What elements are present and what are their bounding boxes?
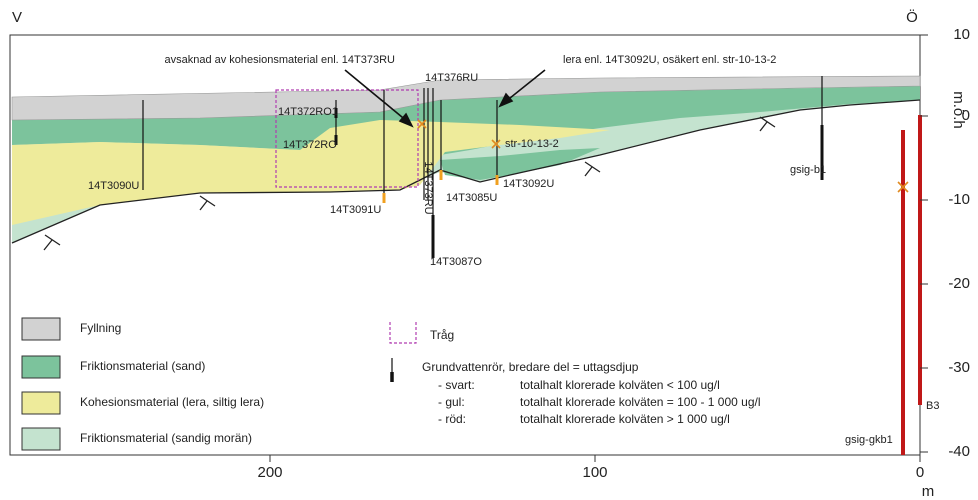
borehole-label: 14T373RU: [422, 161, 434, 214]
direction-label: Ö: [906, 8, 918, 26]
y-tick-label: -20: [948, 275, 970, 292]
borehole-label: B3: [926, 400, 939, 412]
borehole-label: 14T376RU: [425, 72, 478, 84]
legend-label: Kohesionsmaterial (lera, siltig lera): [80, 395, 264, 409]
direction-label: V: [12, 9, 22, 26]
annotation: lera enl. 14T3092U, osäkert enl. str-10-…: [563, 54, 776, 66]
legend-label: Tråg: [430, 328, 454, 342]
borehole-label: str-10-13-2: [505, 138, 559, 150]
borehole-label: 14T3090U: [88, 180, 139, 192]
x-tick-label: 200: [257, 464, 282, 481]
legend-key: - gul:: [438, 395, 465, 409]
borehole-label: 14T3087O: [430, 256, 482, 268]
borehole-label: gsig-gkb1: [845, 434, 893, 446]
borehole-label: 14T372RO1: [278, 106, 338, 118]
y-tick-label: -10: [948, 191, 970, 208]
x-tick-label: 0: [916, 464, 924, 481]
annotation: avsaknad av kohesionsmaterial enl. 14T37…: [164, 54, 395, 66]
y-axis-label: m.ö.h: [950, 91, 967, 129]
legend-key: - svart:: [438, 378, 475, 392]
legend-swatch: [22, 356, 60, 378]
y-tick-label: -40: [948, 443, 970, 460]
legend-text: totalhalt klorerade kolväten > 1 000 ug/…: [520, 412, 730, 426]
x-axis-label: m: [922, 483, 935, 500]
legend-label: Friktionsmaterial (sandig morän): [80, 431, 252, 445]
legend-swatch: [22, 318, 60, 340]
legend-label: Fyllning: [80, 321, 121, 335]
borehole-label: 14T372RO: [283, 139, 337, 151]
legend-text: totalhalt klorerade kolväten < 100 ug/l: [520, 378, 720, 392]
x-tick-label: 100: [582, 464, 607, 481]
borehole-label: 14T3085U: [446, 192, 497, 204]
y-tick-label: -30: [948, 359, 970, 376]
cross-section: VÖ100-10-20-30-40m.ö.h2001000mavsaknad a…: [0, 0, 978, 500]
y-tick-label: 10: [953, 26, 970, 43]
legend-swatch: [22, 428, 60, 450]
legend-label: Grundvattenrör, bredare del = uttagsdjup: [422, 360, 639, 374]
borehole-label: 14T3092U: [503, 178, 554, 190]
legend-key: - röd:: [438, 412, 466, 426]
legend-label: Friktionsmaterial (sand): [80, 359, 205, 373]
legend-swatch: [22, 392, 60, 414]
legend-text: totalhalt klorerade kolväten = 100 - 1 0…: [520, 395, 761, 409]
borehole-label: 14T3091U: [330, 204, 381, 216]
borehole-label: gsig-b1: [790, 164, 826, 176]
